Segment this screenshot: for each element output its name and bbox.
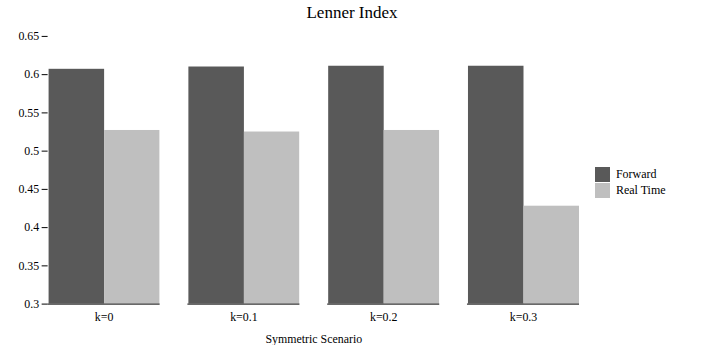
svg-text:0.5: 0.5 xyxy=(24,144,39,158)
svg-text:0.55: 0.55 xyxy=(18,106,39,120)
svg-text:0.65: 0.65 xyxy=(18,29,39,43)
svg-text:0.35: 0.35 xyxy=(18,259,39,273)
svg-text:k=0.3: k=0.3 xyxy=(510,310,538,324)
html-text:Real Time: Real Time xyxy=(615,182,666,197)
html-text:Forward: Forward xyxy=(615,166,657,181)
svg-text:0.45: 0.45 xyxy=(18,182,39,196)
svg-text:0.3: 0.3 xyxy=(24,297,39,311)
html-text:Lenner Index: Lenner Index xyxy=(306,3,398,22)
svg-text:k=0.1: k=0.1 xyxy=(230,310,258,324)
svg-text:k=0.2: k=0.2 xyxy=(370,310,398,324)
svg-text:k=0: k=0 xyxy=(95,310,114,324)
svg-text:0.6: 0.6 xyxy=(24,67,39,81)
svg-text:0.4: 0.4 xyxy=(24,220,39,234)
svg-text:Symmetric Scenario: Symmetric Scenario xyxy=(265,332,362,345)
